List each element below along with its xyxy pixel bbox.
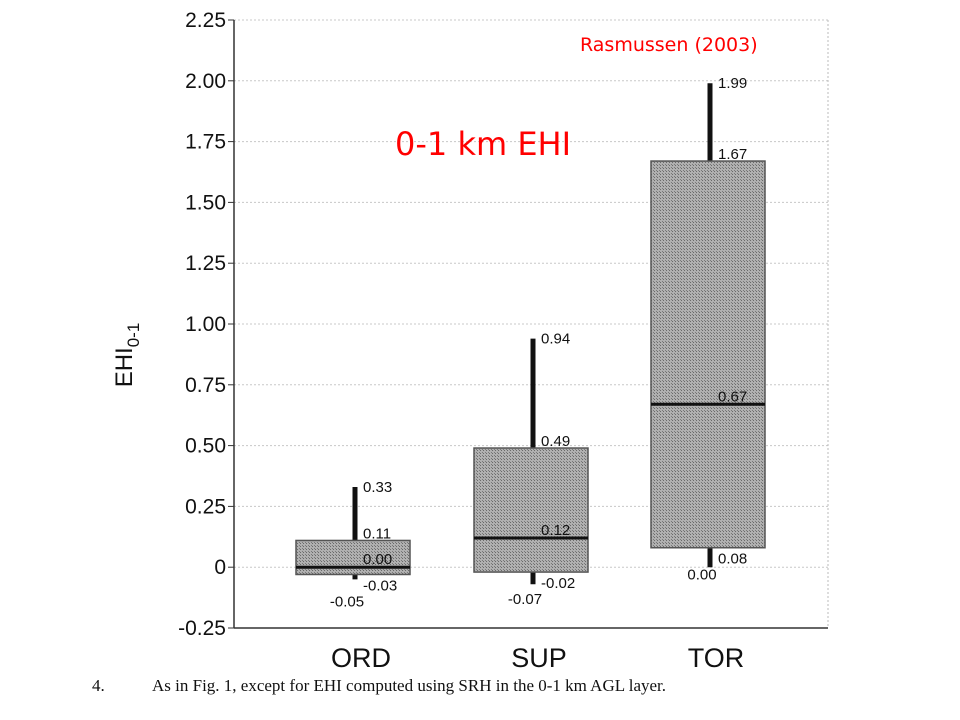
boxplot-chart: -0.25 0 0.25 0.50 0.75 1.00 1.25 1.50 1.75 2.00 2.… <box>111 9 829 673</box>
value-label-tor-whisker-high: 1.99 <box>718 75 747 92</box>
y-tick-label: 1.75 <box>185 131 226 154</box>
value-label-ord-q1: -0.03 <box>363 577 397 594</box>
y-tick-label: 1.00 <box>185 313 226 336</box>
axes: -0.25 0 0.25 0.50 0.75 1.00 1.25 1.50 1.75 2.00 2.… <box>178 9 829 673</box>
value-label-ord-whisker-low: -0.05 <box>330 593 364 610</box>
category-label-sup: SUP <box>511 643 567 673</box>
box-sup <box>473 447 589 573</box>
y-tick-label: 0.75 <box>185 374 226 397</box>
value-label-sup-whisker-high: 0.94 <box>541 331 570 348</box>
value-label-sup-q1: -0.02 <box>541 575 575 592</box>
value-label-tor-whisker-low: 0.00 <box>687 567 716 584</box>
value-label-ord-whisker-high: 0.33 <box>363 479 392 496</box>
y-tick-label: 0.25 <box>185 495 226 518</box>
value-label-sup-q3: 0.49 <box>541 433 570 450</box>
y-tick-label: 2.25 <box>185 9 226 32</box>
value-label-sup-median: 0.12 <box>541 522 570 539</box>
y-tick-label: 0.50 <box>185 435 226 458</box>
value-label-tor-q1: 0.08 <box>718 551 747 568</box>
annotations: EHI0-1 Rasmussen (2003) 0-1 km EHI <box>111 34 758 387</box>
value-label-sup-whisker-low: -0.07 <box>508 591 542 608</box>
figure-caption: 4. As in Fig. 1, except for EHI computed … <box>92 676 666 696</box>
y-tick-label: 2.00 <box>185 70 226 93</box>
caption-text: As in Fig. 1, except for EHI computed us… <box>152 676 667 695</box>
box-tor <box>650 160 766 549</box>
y-tick-label: 0 <box>214 556 226 579</box>
category-label-tor: TOR <box>688 643 745 673</box>
figure-number: 4. <box>92 676 105 695</box>
source-annotation: Rasmussen (2003) <box>580 34 758 56</box>
y-tick-label: -0.25 <box>178 617 226 640</box>
boxes: 0.33 0.11 0.00 -0.03-0.05 0.94 0.49 0.12 -0.02-… <box>295 75 766 610</box>
value-label-ord-q3: 0.11 <box>363 525 391 542</box>
value-label-tor-median: 0.67 <box>718 388 747 405</box>
y-axis-label: EHI0-1 <box>111 323 143 388</box>
value-label-tor-q3: 1.67 <box>718 146 747 163</box>
chart-title: 0-1 km EHI <box>395 125 571 163</box>
box-ord <box>295 539 411 576</box>
value-label-ord-median: 0.00 <box>363 551 392 568</box>
y-tick-label: 1.50 <box>185 191 226 214</box>
y-tick-label: 1.25 <box>185 252 226 275</box>
category-label-ord: ORD <box>331 643 391 673</box>
